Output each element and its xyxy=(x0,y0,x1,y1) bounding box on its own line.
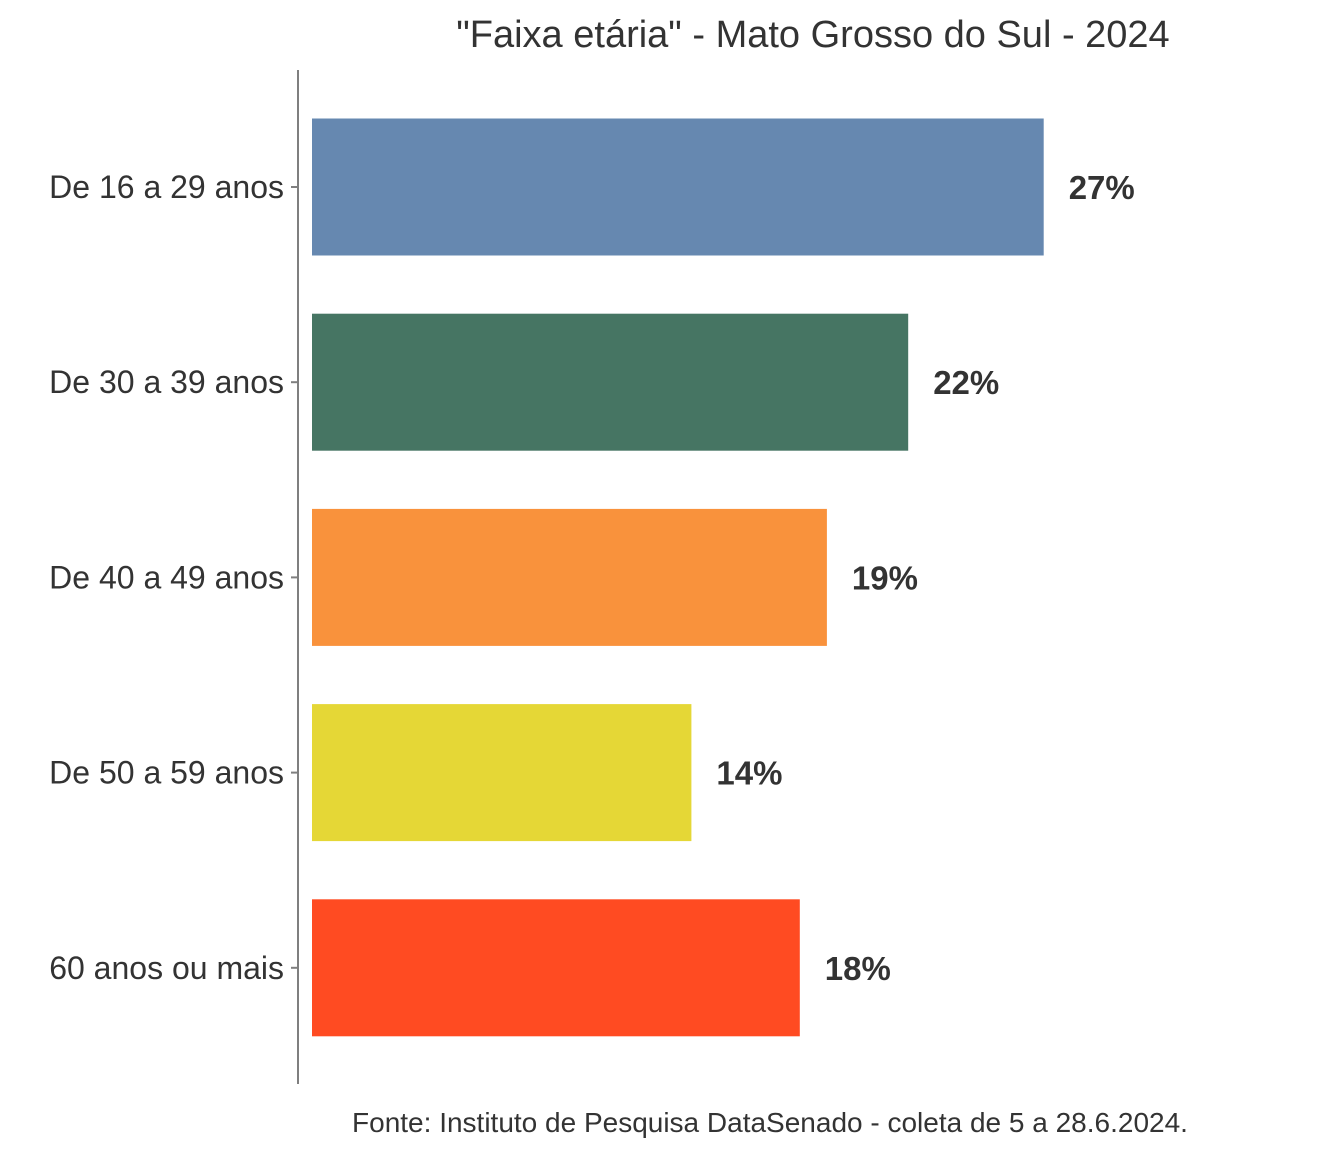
y-tick-label: 60 anos ou mais xyxy=(49,950,284,986)
bar-3 xyxy=(312,508,827,646)
bar-5 xyxy=(312,899,800,1037)
bars-group: De 16 a 29 anos 27% De 30 a 39 anos 22% De 4… xyxy=(49,118,1135,1037)
bar-1 xyxy=(312,118,1044,256)
y-tick-label: De 40 a 49 anos xyxy=(49,559,284,595)
y-tick-label: De 16 a 29 anos xyxy=(49,169,284,205)
data-label: 22% xyxy=(933,364,999,401)
chart-caption: Fonte: Instituto de Pesquisa DataSenado … xyxy=(352,1107,1188,1138)
data-label: 19% xyxy=(852,559,918,596)
bar-4 xyxy=(312,704,692,842)
data-label: 18% xyxy=(825,950,891,987)
bar-2 xyxy=(312,313,909,451)
data-label: 14% xyxy=(716,755,782,792)
y-tick-label: De 50 a 59 anos xyxy=(49,755,284,791)
y-tick-label: De 30 a 39 anos xyxy=(49,364,284,400)
chart-title: "Faixa etária" - Mato Grosso do Sul - 20… xyxy=(456,14,1169,56)
data-label: 27% xyxy=(1069,169,1135,206)
